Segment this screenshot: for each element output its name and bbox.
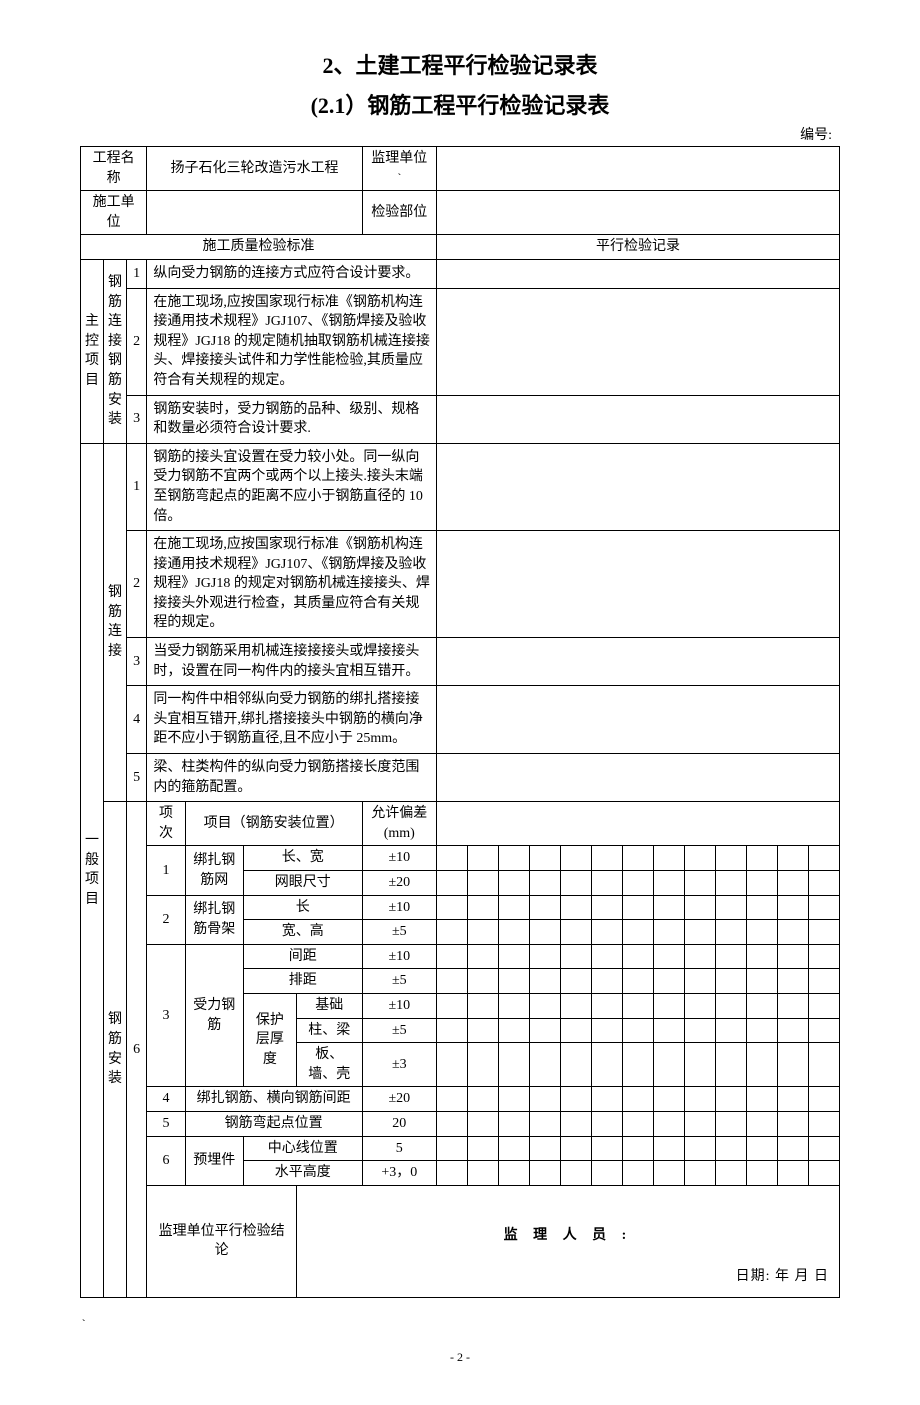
ir3-k5: 板、墙、壳 [297,1043,363,1087]
gc-text-5: 梁、柱类构件的纵向受力钢筋搭接长度范围内的箍筋配置。 [147,754,437,802]
label-supervisor: 监理单位` [362,147,436,191]
mc-text-3: 钢筋安装时，受力钢筋的品种、级别、规格和数量必须符合设计要求. [147,395,437,443]
ir3-item: 受力钢筋 [185,944,243,1087]
ir3-k2: 排距 [243,969,362,994]
gc-num-3: 3 [127,638,147,686]
ir2-k1: 长 [243,895,362,920]
mc-rec-2 [437,288,840,395]
gc-rec-3 [437,638,840,686]
gc-rec-4 [437,686,840,754]
ir6-v2: +3，0 [362,1161,436,1186]
gc-text-2: 在施工现场,应按国家现行标准《钢筋机构连接通用技术规程》JGJ107、《钢筋焊接… [147,531,437,638]
gc-text-4: 同一构件中相邻纵向受力钢筋的绑扎搭接接头宜相互错开,绑扎搭接接头中钢筋的横向净距… [147,686,437,754]
mc-rec-3 [437,395,840,443]
ir3-n: 3 [147,944,185,1087]
ir3-cover: 保护层厚度 [243,993,296,1086]
inspection-table: 工程名称 扬子石化三轮改造污水工程 监理单位` 施工单位 检验部位 施工质量检验… [80,146,840,1298]
ir3-v2: ±5 [362,969,436,994]
ir3-k4: 柱、梁 [297,1018,363,1043]
conclusion-area: 监 理 人 员 : 日期: 年 月 日 [297,1185,840,1297]
title-1: 2、土建工程平行检验记录表 [80,48,840,80]
sub-header-item: 项目（钢筋安装位置） [185,802,362,846]
ir6-item: 预埋件 [185,1136,243,1185]
gc-num-5: 5 [127,754,147,802]
sub-install: 钢筋安装 [104,802,127,1298]
ir3-k1: 间距 [243,944,362,969]
gc-num-4: 4 [127,686,147,754]
mc-num-3: 3 [127,395,147,443]
value-constructor [147,191,362,235]
ir1-k1: 长、宽 [243,846,362,871]
title-2: (2.1）钢筋工程平行检验记录表 [80,88,840,120]
ir3-v5: ±3 [362,1043,436,1087]
gc-text-1: 钢筋的接头宜设置在受力较小处。同一纵向受力钢筋不宜两个或两个以上接头.接头末端至… [147,443,437,530]
stray-backtick: ` [80,1318,840,1332]
value-supervisor [437,147,840,191]
ir1-v2: ±20 [362,871,436,896]
ir6-k1: 中心线位置 [243,1136,362,1161]
ir1-k2: 网眼尺寸 [243,871,362,896]
ir3-v1: ±10 [362,944,436,969]
mc-num-2: 2 [127,288,147,395]
ir3-k3: 基础 [297,993,363,1018]
group-main-control: 主控项目 [81,259,104,443]
gc-rec-5 [437,754,840,802]
label-standard-header: 施工质量检验标准 [81,235,437,260]
mc-text-1: 纵向受力钢筋的连接方式应符合设计要求。 [147,259,437,288]
install-num: 6 [127,802,147,1298]
ir6-n: 6 [147,1136,185,1185]
value-inspect-part [437,191,840,235]
gc-rec-2 [437,531,840,638]
ir4-v: ±20 [362,1087,436,1112]
mc-rec-1 [437,259,840,288]
ir5-n: 5 [147,1111,185,1136]
label-record-header: 平行检验记录 [437,235,840,260]
ir2-k2: 宽、高 [243,920,362,945]
gc-text-3: 当受力钢筋采用机械连接接接头或焊接接头时，设置在同一构件内的接头宜相互错开。 [147,638,437,686]
conclusion-person: 监 理 人 员 : [307,1206,829,1246]
conclusion-label: 监理单位平行检验结论 [147,1185,297,1297]
sub-header-num: 项次 [147,802,185,846]
serial-label: 编号: [80,124,840,144]
ir5-item: 钢筋弯起点位置 [185,1111,362,1136]
sub-conn: 钢筋连接 [104,443,127,802]
ir3-v3: ±10 [362,993,436,1018]
mc-num-1: 1 [127,259,147,288]
gc-num-2: 2 [127,531,147,638]
sub-rebar-install: 钢筋连接钢筋安装 [104,259,127,443]
ir5-v: 20 [362,1111,436,1136]
ir1-v1: ±10 [362,846,436,871]
sub-header-tol: 允许偏差(mm) [362,802,436,846]
label-constructor: 施工单位 [81,191,147,235]
ir2-v2: ±5 [362,920,436,945]
gc-num-1: 1 [127,443,147,530]
label-inspect-part: 检验部位 [362,191,436,235]
ir2-item: 绑扎钢筋骨架 [185,895,243,944]
ir2-v1: ±10 [362,895,436,920]
group-general: 一般项目 [81,443,104,1297]
conclusion-date: 日期: 年 月 日 [736,1245,829,1287]
sub-header-rec [437,802,840,846]
mc-text-2: 在施工现场,应按国家现行标准《钢筋机构连接通用技术规程》JGJ107、《钢筋焊接… [147,288,437,395]
ir3-v4: ±5 [362,1018,436,1043]
ir4-n: 4 [147,1087,185,1112]
gc-rec-1 [437,443,840,530]
ir4-item: 绑扎钢筋、横向钢筋间距 [185,1087,362,1112]
label-project-name: 工程名称 [81,147,147,191]
ir6-k2: 水平高度 [243,1161,362,1186]
ir2-n: 2 [147,895,185,944]
ir6-v1: 5 [362,1136,436,1161]
value-project-name: 扬子石化三轮改造污水工程 [147,147,362,191]
ir1-item: 绑扎钢筋网 [185,846,243,895]
ir1-n: 1 [147,846,185,895]
page-number: - 2 - [80,1350,840,1365]
